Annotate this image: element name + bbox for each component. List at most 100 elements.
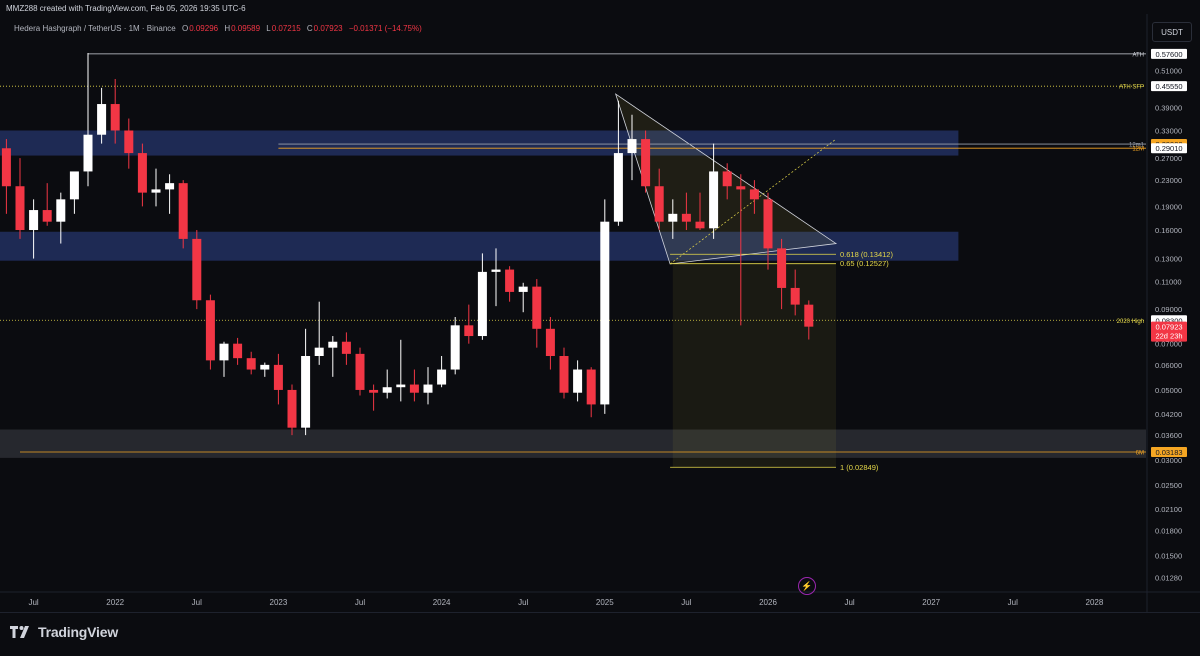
candle-body (450, 325, 460, 370)
candle-body (695, 221, 705, 229)
y-tick-label: 0.39000 (1155, 104, 1182, 113)
zone-2 (0, 429, 1146, 458)
x-tick-label: Jul (844, 598, 854, 607)
y-tick-label: 0.02500 (1155, 481, 1182, 490)
candle-body (491, 269, 501, 272)
x-tick-label: Jul (355, 598, 365, 607)
candle-body (749, 189, 759, 200)
candle-body (777, 248, 787, 288)
x-tick-label: 2024 (433, 598, 451, 607)
level-tag-3 (1151, 143, 1187, 154)
level-tag-1 (1151, 81, 1187, 92)
candle-body (178, 183, 188, 239)
footer-bar: TradingView (0, 612, 1200, 652)
candle-body (1, 148, 11, 187)
legend-open: 0.09296 (189, 24, 219, 33)
candle-body (790, 287, 800, 305)
y-tick-label: 0.02100 (1155, 505, 1182, 514)
level-label-0: ATH (1132, 52, 1144, 58)
tradingview-logo-text: TradingView (38, 624, 119, 640)
zone-0 (0, 130, 959, 156)
level-tag-text-3: 0.29010 (1155, 144, 1182, 153)
y-tick-label: 0.09000 (1155, 305, 1182, 314)
zone-1 (0, 231, 959, 261)
legend-low: 0.07215 (271, 24, 301, 33)
x-tick-label: Jul (518, 598, 528, 607)
candle-body (559, 355, 569, 393)
candle-body (763, 199, 773, 249)
candle-body (586, 369, 596, 405)
y-tick-label: 0.11000 (1155, 278, 1182, 287)
candle-body (42, 210, 52, 222)
y-tick-label: 0.16000 (1155, 226, 1182, 235)
level-label-2: 12m1 (1129, 143, 1145, 149)
candle-body (518, 286, 528, 292)
currency-button[interactable]: USDT (1152, 22, 1192, 42)
tradingview-logo[interactable]: TradingView (10, 624, 118, 640)
y-tick-label: 0.03600 (1155, 431, 1182, 440)
symbol-legend: Hedera Hashgraph / TetherUS · 1M · Binan… (14, 24, 422, 33)
current-price-tag (1151, 321, 1187, 342)
candle-body (110, 104, 120, 131)
candle-body (301, 355, 311, 428)
legend-high: 0.09589 (231, 24, 261, 33)
candle-body (137, 153, 147, 193)
candle-body (273, 364, 283, 390)
candle-body (804, 304, 814, 327)
legend-close: 0.07923 (313, 24, 343, 33)
tradingview-logo-icon (10, 626, 29, 638)
fib-extension-box (672, 263, 836, 468)
candle-body (464, 325, 474, 337)
level-label-1: ATH SFP (1119, 85, 1144, 91)
level-tag-text-5: 0.03183 (1155, 448, 1182, 457)
candle-body (328, 341, 338, 348)
candle-body (613, 153, 623, 222)
candle-body (477, 271, 487, 337)
candle-body (668, 213, 678, 222)
candle-body (396, 384, 406, 388)
candle-body (709, 171, 719, 229)
fib-label-0: 0.618 (0.13412) (840, 250, 893, 259)
candle-body (532, 286, 542, 329)
level-tag-0 (1151, 48, 1187, 59)
candle-body (260, 364, 270, 370)
y-tick-label: 0.51000 (1155, 67, 1182, 76)
candle-body (423, 384, 433, 393)
y-tick-label: 0.04200 (1155, 410, 1182, 419)
candle-body (505, 269, 515, 292)
candle-body (681, 213, 691, 222)
candle-body (736, 186, 746, 190)
x-tick-label: Jul (192, 598, 202, 607)
y-tick-label: 0.13000 (1155, 255, 1182, 264)
level-label-5: 6M (1136, 451, 1144, 457)
y-tick-label: 0.06000 (1155, 361, 1182, 370)
x-tick-label: 2023 (270, 598, 288, 607)
y-tick-label: 0.07000 (1155, 340, 1182, 349)
level-tag-text-1: 0.45550 (1155, 82, 1182, 91)
current-price-text: 0.07923 (1155, 323, 1182, 332)
y-tick-label: 0.01500 (1155, 551, 1182, 560)
candle-body (600, 221, 610, 405)
y-tick-label: 0.01800 (1155, 526, 1182, 535)
candle-body (219, 343, 229, 361)
candle-body (97, 104, 107, 135)
candle-body (341, 341, 351, 354)
candle-body (29, 210, 39, 231)
candle-body (192, 238, 202, 301)
x-tick-label: 2028 (1086, 598, 1104, 607)
candle-body (314, 347, 324, 356)
candle-body (573, 369, 583, 393)
x-tick-label: Jul (1008, 598, 1018, 607)
level-tag-5 (1151, 447, 1187, 458)
y-tick-label: 0.03000 (1155, 456, 1182, 465)
y-tick-label: 0.19000 (1155, 202, 1182, 211)
fib-label-1: 0.65 (0.12527) (840, 259, 889, 268)
lightning-icon[interactable]: ⚡ (798, 577, 816, 595)
fib-label-2: 1 (0.02849) (840, 463, 879, 472)
candle-body (437, 369, 447, 385)
level-label-4: 2020 High (1117, 319, 1144, 325)
x-tick-label: 2025 (596, 598, 614, 607)
